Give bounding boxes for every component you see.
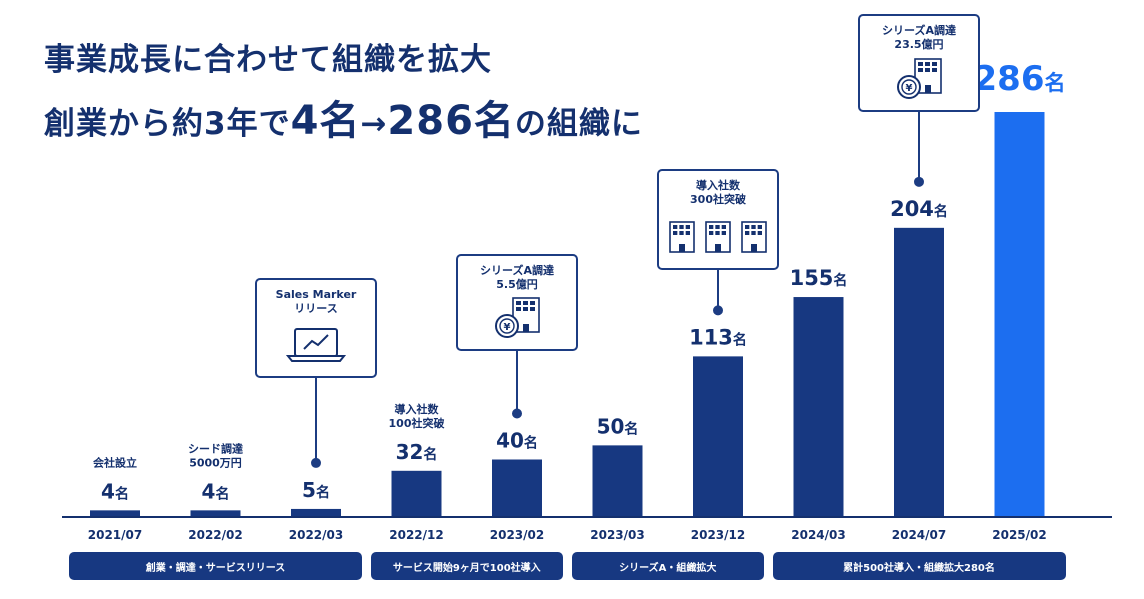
callout-text: 300社突破 [690, 192, 746, 206]
callout-dot [311, 457, 321, 468]
headline-suffix: の組織に [514, 106, 643, 142]
callout-text: 23.5億円 [894, 37, 943, 51]
milestone-annotation: 5000万円 [189, 456, 242, 469]
svg-text:¥: ¥ [504, 322, 511, 333]
bar [391, 470, 442, 516]
bar [90, 510, 140, 516]
x-tick-label: 2023/12 [691, 528, 745, 542]
callout-dot [713, 305, 723, 316]
bar [592, 445, 643, 516]
bar [291, 508, 341, 516]
milestone-annotation: シード調達 [188, 441, 243, 455]
headline-text: 事業成長に合わせて組織を拡大 [44, 42, 492, 78]
phase-band: シリーズA・組織拡大 [571, 552, 764, 580]
callout-text: リリース [294, 302, 337, 315]
headline-line-2: 創業から約3年で4名→286名の組織に [44, 88, 643, 146]
bar [894, 227, 944, 517]
three-buildings-icon [669, 221, 767, 253]
callout-dot [512, 408, 522, 419]
phase-band: サービス開始9ヶ月で100社導入 [370, 552, 563, 580]
bar-value-label: 4名 [202, 479, 230, 503]
bar-value-label: 40名 [496, 428, 538, 452]
bar-value-label: 32名 [396, 440, 438, 464]
phase-band: 累計500社導入・組織拡大280名 [772, 552, 1066, 580]
callout-text: シリーズA調達 [480, 263, 554, 277]
bar-value-label: 286名 [974, 59, 1066, 99]
bar [693, 356, 743, 516]
x-tick-label: 2022/12 [389, 528, 443, 542]
x-tick-label: 2023/03 [590, 528, 644, 542]
bar [190, 510, 241, 516]
svg-text:¥: ¥ [906, 83, 913, 94]
callout-text: Sales Marker [276, 288, 357, 301]
bar-value-label: 5名 [302, 478, 330, 502]
bar-value-label: 204名 [890, 197, 948, 221]
bar-value-label: 50名 [597, 414, 639, 438]
bar-value-label: 155名 [790, 266, 848, 290]
callout-text: シリーズA調達 [882, 23, 956, 37]
x-tick-label: 2025/02 [992, 528, 1046, 542]
bar-value-label: 4名 [101, 479, 129, 503]
milestone-annotation: 100社突破 [389, 416, 445, 430]
callout-dot [914, 176, 924, 187]
callout-text: 5.5億円 [496, 277, 538, 291]
x-tick-label: 2024/07 [892, 528, 946, 542]
milestone-annotation: 導入社数 [395, 402, 440, 416]
headline-to-count: 286名 [387, 98, 515, 144]
milestone-annotation: 会社設立 [93, 455, 137, 469]
headline-prefix: 創業から約3年で [44, 106, 291, 142]
x-tick-label: 2024/03 [791, 528, 845, 542]
x-tick-label: 2021/07 [88, 528, 142, 542]
phase-band: 創業・調達・サービスリリース [69, 552, 362, 580]
yen-coin-building-icon: ¥ [495, 297, 540, 338]
bar [492, 459, 542, 516]
x-tick-label: 2022/02 [188, 528, 242, 542]
headline-arrow: → [360, 106, 388, 142]
headline-from-count: 4名 [290, 98, 361, 144]
laptop-chart-icon [285, 328, 347, 362]
callout-box [657, 169, 779, 270]
headline-line-1: 事業成長に合わせて組織を拡大 [44, 34, 492, 79]
bar-value-label: 113名 [689, 325, 747, 349]
bar [793, 297, 844, 516]
x-tick-label: 2022/03 [289, 528, 343, 542]
yen-coin-building-icon: ¥ [897, 58, 942, 99]
callout-text: 導入社数 [696, 178, 741, 192]
x-tick-label: 2023/02 [490, 528, 544, 542]
bar [994, 112, 1045, 516]
